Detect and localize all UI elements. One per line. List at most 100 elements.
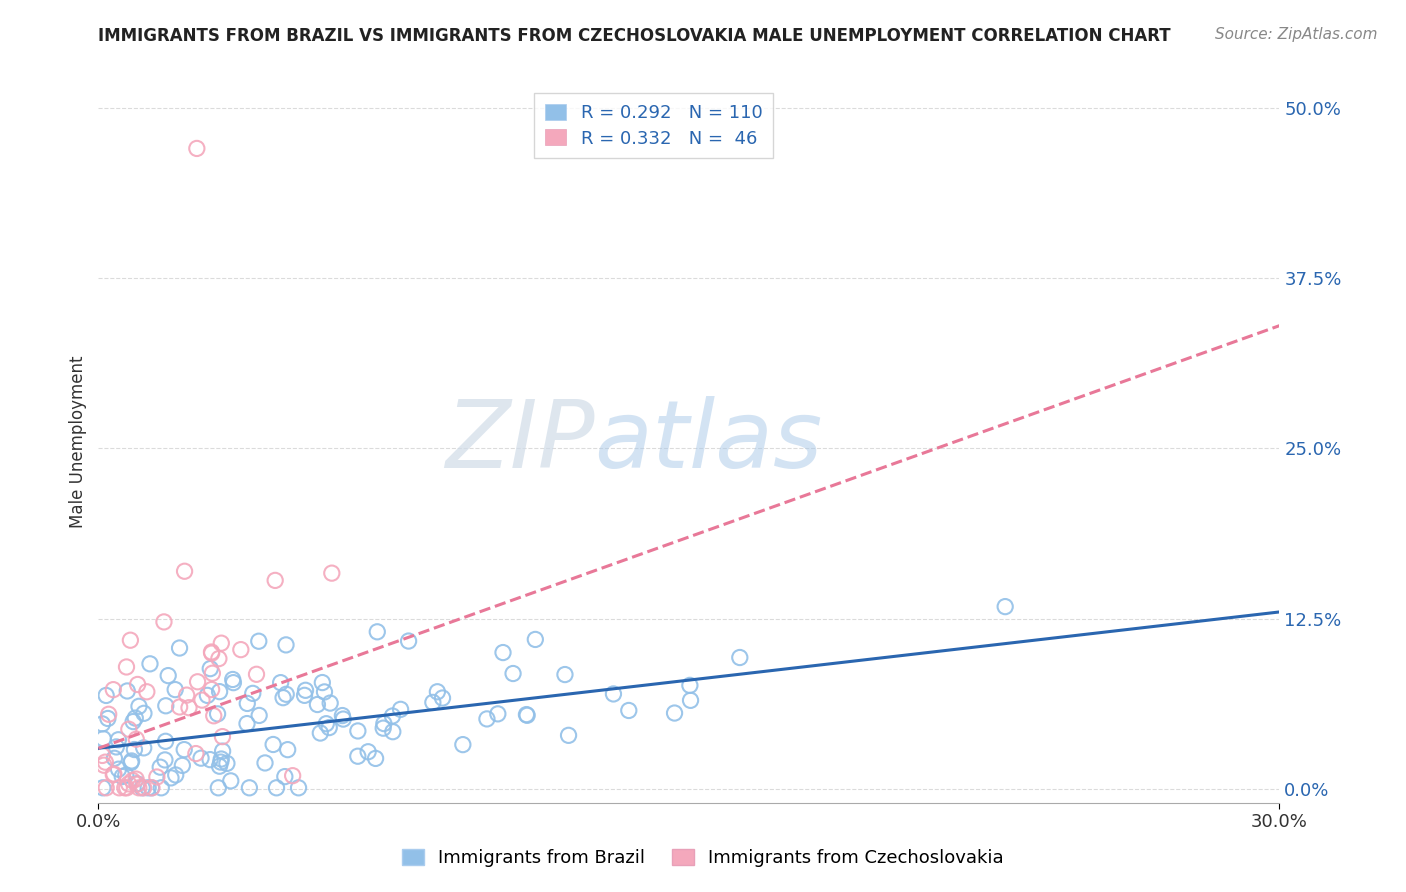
Point <box>373 721 395 735</box>
Point <box>209 752 232 766</box>
Point <box>366 624 388 639</box>
Point <box>117 684 139 698</box>
Point <box>132 740 155 755</box>
Point <box>236 697 259 711</box>
Point <box>311 675 333 690</box>
Point <box>165 768 187 782</box>
Point <box>201 682 224 697</box>
Point <box>122 714 145 729</box>
Point <box>502 666 524 681</box>
Point <box>165 682 187 697</box>
Point <box>125 777 148 791</box>
Point <box>432 691 454 706</box>
Point <box>150 780 173 795</box>
Point <box>149 760 172 774</box>
Text: ZIP: ZIP <box>444 396 595 487</box>
Point <box>332 712 354 726</box>
Point <box>319 696 342 710</box>
Point <box>125 777 148 791</box>
Point <box>602 687 624 701</box>
Point <box>93 758 115 772</box>
Point <box>315 716 337 731</box>
Point <box>492 646 515 660</box>
Point <box>97 707 120 722</box>
Point <box>253 756 276 770</box>
Point <box>124 742 146 756</box>
Point <box>141 780 163 795</box>
Point <box>294 683 316 698</box>
Point <box>222 673 245 687</box>
Point <box>136 780 159 795</box>
Point <box>172 758 194 772</box>
Point <box>264 574 287 588</box>
Point <box>153 615 176 629</box>
Y-axis label: Male Unemployment: Male Unemployment <box>69 355 87 528</box>
Point <box>118 777 141 791</box>
Point <box>103 682 125 697</box>
Point <box>127 677 149 691</box>
Point <box>208 651 231 665</box>
Point <box>557 728 579 742</box>
Point <box>186 141 208 155</box>
Point <box>270 675 292 690</box>
Point <box>207 706 229 721</box>
Point <box>200 662 222 676</box>
Point <box>201 646 224 660</box>
Point <box>515 707 537 722</box>
Point <box>309 726 332 740</box>
Point <box>184 747 207 761</box>
Point <box>114 780 136 795</box>
Point <box>307 698 329 712</box>
Point <box>238 780 260 795</box>
Point <box>103 767 125 781</box>
Point <box>321 566 343 581</box>
Point <box>346 749 368 764</box>
Point <box>679 678 702 692</box>
Point <box>486 706 509 721</box>
Point <box>524 632 547 647</box>
Point <box>276 687 298 701</box>
Point <box>318 721 340 735</box>
Point <box>120 756 142 770</box>
Point <box>209 755 232 769</box>
Point <box>236 716 259 731</box>
Point <box>728 650 751 665</box>
Point <box>103 767 125 781</box>
Point <box>247 708 270 723</box>
Point <box>155 734 177 748</box>
Point <box>190 751 212 765</box>
Point <box>128 780 150 795</box>
Point <box>287 780 309 795</box>
Point <box>124 711 146 725</box>
Point <box>97 711 120 725</box>
Point <box>314 685 336 699</box>
Point <box>177 700 200 714</box>
Point <box>91 731 114 746</box>
Point <box>121 773 143 788</box>
Point <box>274 770 297 784</box>
Point <box>120 633 142 648</box>
Text: Source: ZipAtlas.com: Source: ZipAtlas.com <box>1215 27 1378 42</box>
Point <box>96 689 118 703</box>
Point <box>132 706 155 721</box>
Point <box>131 780 153 795</box>
Point <box>364 751 387 765</box>
Point <box>222 675 245 690</box>
Point <box>208 684 231 698</box>
Point <box>208 759 231 773</box>
Point <box>994 599 1017 614</box>
Point <box>176 688 198 702</box>
Point <box>202 708 225 723</box>
Point <box>398 634 420 648</box>
Point <box>381 724 404 739</box>
Point <box>617 703 640 717</box>
Legend: R = 0.292   N = 110, R = 0.332   N =  46: R = 0.292 N = 110, R = 0.332 N = 46 <box>534 93 773 159</box>
Point <box>128 699 150 714</box>
Point <box>211 730 233 744</box>
Point <box>664 706 686 720</box>
Point <box>262 738 284 752</box>
Point <box>91 748 114 763</box>
Point <box>121 754 143 768</box>
Point <box>96 780 118 795</box>
Text: IMMIGRANTS FROM BRAZIL VS IMMIGRANTS FROM CZECHOSLOVAKIA MALE UNEMPLOYMENT CORRE: IMMIGRANTS FROM BRAZIL VS IMMIGRANTS FRO… <box>98 27 1171 45</box>
